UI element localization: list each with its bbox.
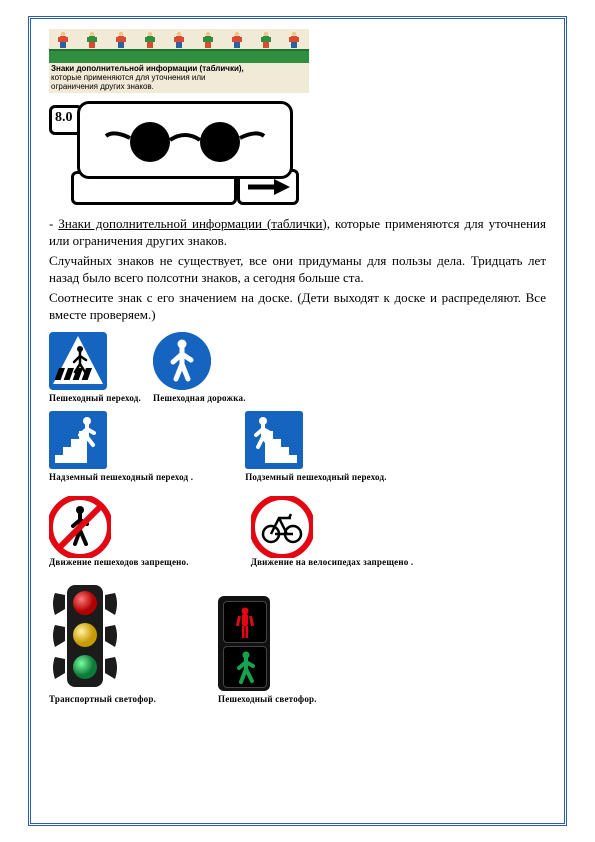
pedestrian-light: Пешеходный светофор. bbox=[218, 596, 317, 704]
para-3: Соотнесите знак с его значением на доске… bbox=[49, 289, 546, 324]
info-signs-link: Знаки дополнительной информации (табличк… bbox=[58, 216, 330, 231]
sign-overpass: Надземный пешеходный переход . bbox=[49, 411, 193, 482]
sign-8-text: 8.0 bbox=[55, 110, 73, 125]
banner-figure bbox=[230, 31, 244, 49]
sign-row-3: Движение пешеходов запрещено. Движение н… bbox=[49, 496, 546, 567]
page-border: Знаки дополнительной информации (табличк… bbox=[28, 16, 567, 826]
sign-row-4: Транспортный светофор. bbox=[49, 581, 546, 704]
sign-pedestrian-path: Пешеходная дорожка. bbox=[153, 332, 246, 403]
banner-line3: ограничения других знаков. bbox=[51, 82, 307, 91]
banner-line2: которые применяются для уточнения или bbox=[51, 73, 307, 82]
banner-figure bbox=[56, 31, 70, 49]
banner-figure bbox=[114, 31, 128, 49]
banner bbox=[49, 29, 309, 63]
sign-row-1: Пешеходный переход. Пешеходная дорожка. bbox=[49, 332, 546, 403]
glasses-sign-group: 8.0 bbox=[49, 95, 299, 205]
traffic-light: Транспортный светофор. bbox=[49, 581, 156, 704]
banner-text: Знаки дополнительной информации (табличк… bbox=[49, 63, 309, 93]
banner-figure bbox=[85, 31, 99, 49]
glasses-plate bbox=[77, 101, 293, 179]
page: Знаки дополнительной информации (табличк… bbox=[0, 0, 595, 842]
arrow-icon bbox=[246, 177, 290, 197]
para-1: - Знаки дополнительной информации (табли… bbox=[49, 215, 546, 250]
banner-figure bbox=[201, 31, 215, 49]
para-2: Случайных знаков не существует, все они … bbox=[49, 252, 546, 287]
sign-row-2: Надземный пешеходный переход . bbox=[49, 411, 546, 482]
sign-crosswalk: Пешеходный переход. bbox=[49, 332, 141, 403]
banner-figure bbox=[172, 31, 186, 49]
banner-line1: Знаки дополнительной информации (табличк… bbox=[51, 64, 307, 73]
banner-figure bbox=[287, 31, 301, 49]
glasses-icon bbox=[100, 112, 270, 168]
banner-figure bbox=[143, 31, 157, 49]
banner-figure bbox=[259, 31, 273, 49]
sign-no-pedestrians: Движение пешеходов запрещено. bbox=[49, 496, 189, 567]
sign-no-bikes: Движение на велосипедах запрещено . bbox=[251, 496, 414, 567]
sign-underpass: Подземный пешеходный переход. bbox=[245, 411, 387, 482]
